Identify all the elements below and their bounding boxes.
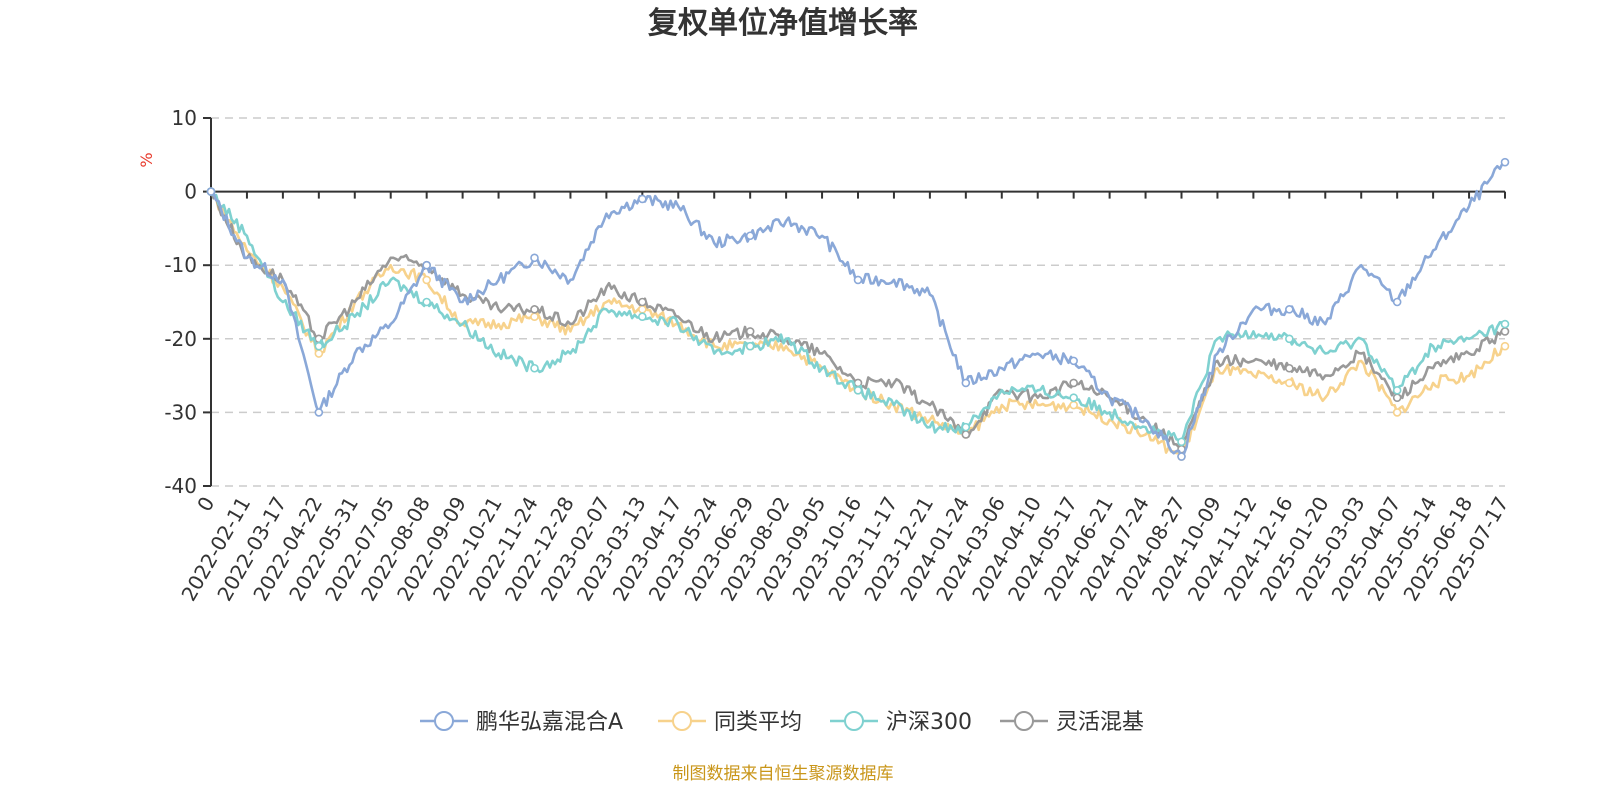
legend-swatch-marker <box>1014 711 1034 731</box>
y-tick-label: 10 <box>172 106 197 130</box>
series-point <box>745 327 755 336</box>
legend-swatch-marker <box>844 711 864 731</box>
legend-item[interactable]: 鹏华弘嘉混合A <box>420 710 623 735</box>
series-line <box>209 190 1506 444</box>
series-point <box>961 378 971 388</box>
series-line <box>209 191 1506 451</box>
series-point <box>853 386 863 395</box>
series-point <box>422 275 431 285</box>
legend-label: 沪深300 <box>886 710 972 735</box>
series-point <box>1285 378 1294 388</box>
series-point <box>638 305 647 314</box>
series-point <box>1500 327 1510 336</box>
series-point <box>314 349 324 358</box>
series-point <box>1500 319 1510 329</box>
series-point <box>1392 408 1402 417</box>
legend-label: 灵活混基 <box>1056 710 1144 735</box>
series-point <box>1392 297 1402 307</box>
y-axis-label: % <box>137 152 156 167</box>
series-point <box>1285 305 1294 314</box>
series-point <box>1500 157 1510 167</box>
series-point <box>745 341 755 351</box>
series-point <box>961 422 971 432</box>
legend-swatch-marker <box>434 711 454 731</box>
series-point <box>638 297 647 307</box>
y-tick-label: -20 <box>164 327 197 351</box>
series-point <box>1392 393 1402 402</box>
legend-item[interactable]: 灵活混基 <box>1000 710 1144 735</box>
chart-title: 复权单位净值增长率 <box>648 6 918 41</box>
series-point <box>422 297 431 307</box>
x-axis: 02022-02-112022-03-172022-04-222022-05-3… <box>176 190 1513 605</box>
series-point <box>1069 400 1078 410</box>
y-tick-label: -40 <box>164 474 197 498</box>
series-point <box>1069 378 1078 388</box>
series-point <box>530 305 539 314</box>
series-point <box>1177 437 1186 447</box>
series-point <box>853 275 863 285</box>
series-point <box>1392 386 1402 395</box>
series-point <box>1285 334 1294 344</box>
legend-label: 鹏华弘嘉混合A <box>476 710 623 735</box>
series-point <box>745 231 755 241</box>
series-point <box>638 312 647 322</box>
y-tick-label: -10 <box>164 253 197 277</box>
series-point <box>1285 363 1294 373</box>
series-point <box>422 260 431 270</box>
legend-swatch-marker <box>672 711 692 731</box>
series-layer <box>206 157 1510 461</box>
series-point <box>206 187 216 196</box>
data-source-note: 制图数据来自恒生聚源数据库 <box>673 764 894 784</box>
series-point <box>530 363 539 373</box>
series-point <box>1069 356 1078 366</box>
series-point <box>530 253 539 263</box>
y-axis: 10 0 -10 -20 -30 -40 <box>164 106 212 498</box>
y-tick-label: -30 <box>164 400 197 424</box>
series-point <box>314 341 324 351</box>
legend-item[interactable]: 沪深300 <box>830 710 972 735</box>
legend: 鹏华弘嘉混合A 同类平均 沪深300 灵活混基 <box>420 710 1144 735</box>
series-point <box>314 408 324 417</box>
legend-item[interactable]: 同类平均 <box>658 710 802 735</box>
series-point <box>638 194 647 204</box>
legend-label: 同类平均 <box>714 710 802 735</box>
series-point <box>1069 393 1078 402</box>
x-tick-label: 0 <box>192 493 219 516</box>
series-point <box>961 430 971 439</box>
y-tick-label: 0 <box>184 180 197 204</box>
series-point <box>1177 452 1186 461</box>
series-point <box>530 312 539 322</box>
series-point <box>1500 341 1510 351</box>
